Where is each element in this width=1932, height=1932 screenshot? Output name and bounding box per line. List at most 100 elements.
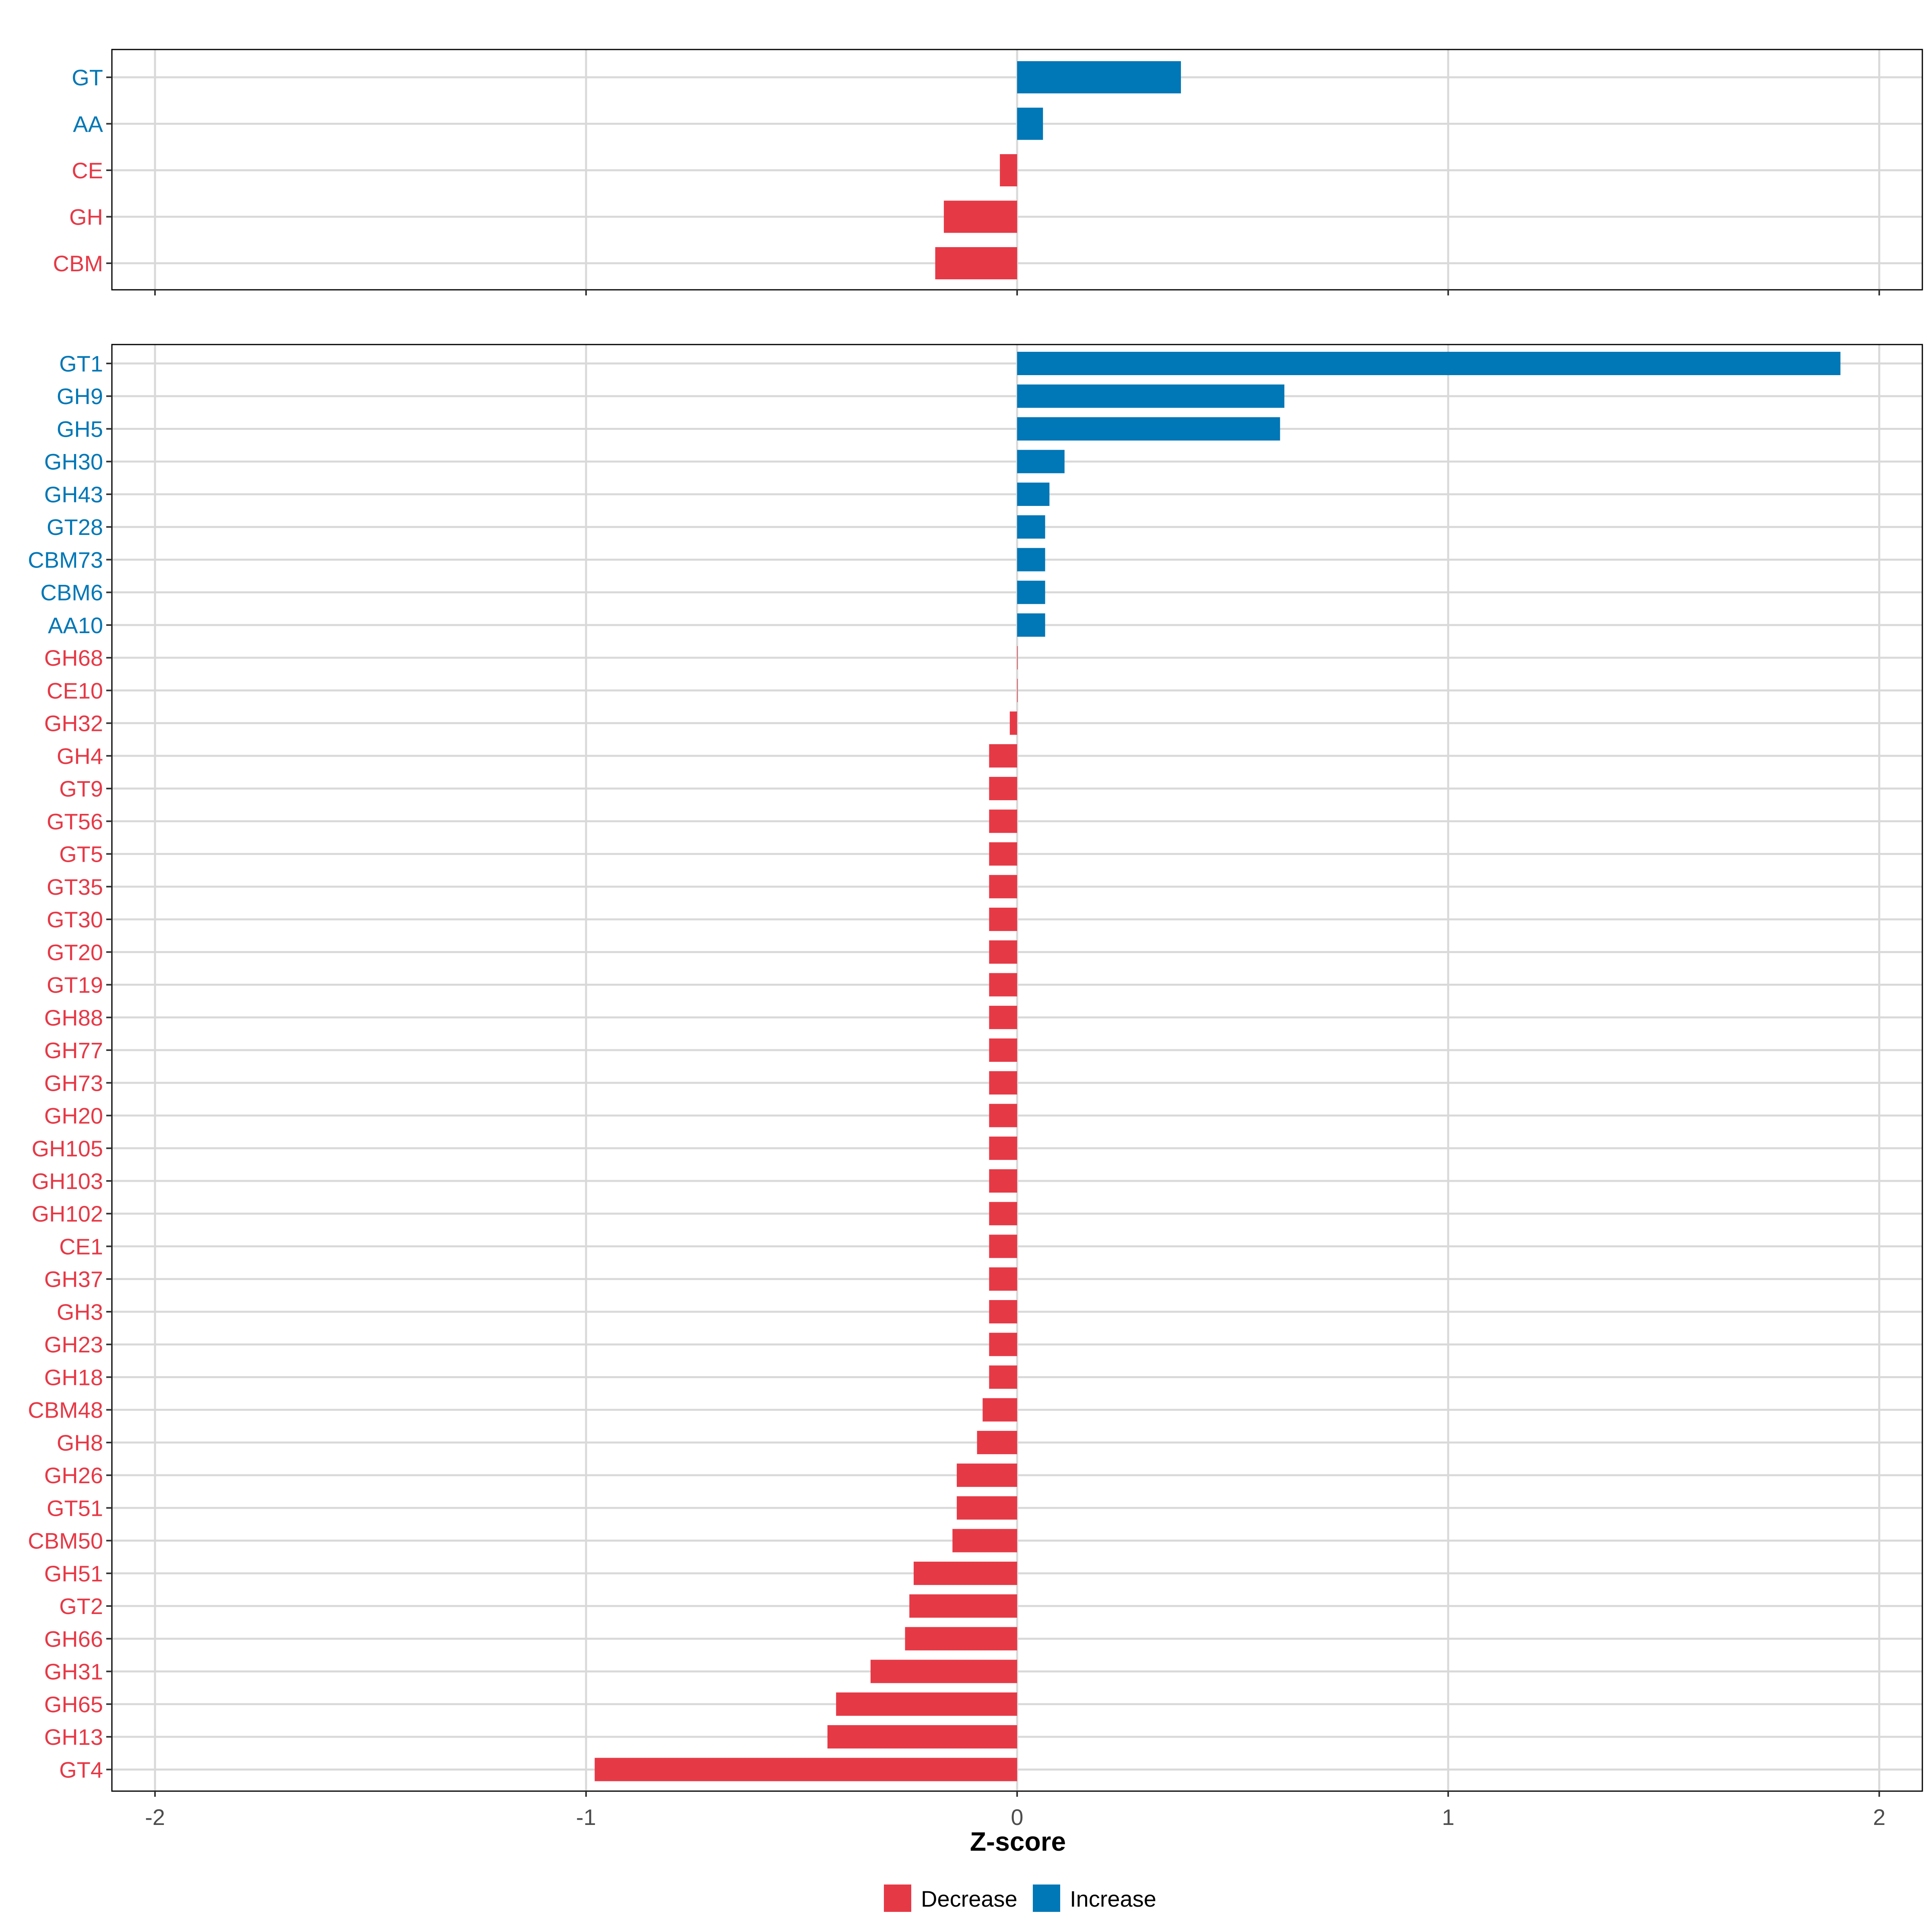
category-label-gh32: GH32 — [44, 711, 103, 736]
category-label-gh88: GH88 — [44, 1005, 103, 1030]
bar-cbm — [935, 247, 1017, 279]
bar-gh66 — [905, 1627, 1017, 1651]
bar-gt4 — [594, 1758, 1017, 1781]
legend-label-decrease: Decrease — [921, 1886, 1018, 1911]
bar-gt2 — [909, 1594, 1017, 1618]
bar-gh9 — [1017, 384, 1284, 408]
bar-gh13 — [827, 1725, 1017, 1749]
legend: Decrease Increase — [884, 1885, 1156, 1912]
bar-gh32 — [1009, 711, 1017, 735]
category-label-aa: AA — [73, 111, 103, 137]
category-label-cbm73: CBM73 — [28, 547, 103, 572]
bar-gh37 — [989, 1267, 1017, 1291]
category-label-gt51: GT51 — [47, 1495, 103, 1521]
category-label-gh8: GH8 — [57, 1430, 103, 1455]
bar-gt1 — [1017, 352, 1841, 375]
bar-gh73 — [989, 1071, 1017, 1095]
bar-cbm73 — [1017, 548, 1045, 572]
category-label-gh73: GH73 — [44, 1070, 103, 1096]
bar-gh68 — [1017, 646, 1018, 670]
category-label-gt20: GT20 — [47, 939, 103, 965]
category-label-ce1: CE1 — [59, 1234, 103, 1259]
top-panel-ticks — [106, 76, 1880, 295]
legend-label-increase: Increase — [1070, 1886, 1156, 1911]
bar-gh8 — [977, 1430, 1017, 1454]
category-label-gh23: GH23 — [44, 1332, 103, 1357]
category-label-gh4: GH4 — [57, 743, 103, 769]
bar-aa10 — [1017, 613, 1045, 637]
bar-gt5 — [989, 842, 1017, 866]
bar-gh18 — [989, 1365, 1017, 1389]
bar-gh — [943, 200, 1017, 233]
bar-gt28 — [1017, 515, 1045, 539]
bar-gt51 — [957, 1496, 1017, 1520]
category-label-aa10: AA10 — [48, 613, 103, 638]
legend-swatch-increase — [1033, 1885, 1060, 1912]
bar-gh5 — [1017, 417, 1280, 441]
category-label-gt1: GT1 — [59, 351, 103, 376]
bar-gt20 — [989, 940, 1017, 964]
x-tick-label: 0 — [1011, 1804, 1023, 1830]
top-panel-category-labels: GT AA CE GH CBM — [53, 65, 103, 276]
category-label-gt28: GT28 — [47, 514, 103, 540]
category-label-gh103: GH103 — [32, 1168, 103, 1194]
category-label-gh66: GH66 — [44, 1626, 103, 1651]
bar-gt9 — [989, 777, 1017, 801]
bottom-panel-bars — [594, 352, 1841, 1781]
category-label-gt56: GT56 — [47, 809, 103, 834]
category-label-gh77: GH77 — [44, 1038, 103, 1063]
bar-cbm6 — [1017, 580, 1045, 604]
bottom-panel-category-labels: GT1 GH9 GH5 GH30 GH43 GT28 CBM73 CBM6 AA10 GH68 CE… — [28, 351, 103, 1782]
bar-gh105 — [989, 1136, 1017, 1160]
category-label-gh31: GH31 — [44, 1659, 103, 1684]
bar-cbm50 — [952, 1529, 1017, 1552]
bar-ce1 — [989, 1234, 1017, 1258]
bar-gh26 — [957, 1463, 1017, 1487]
category-label-gt35: GT35 — [47, 874, 103, 900]
x-axis-tick-labels: -2 -1 0 1 2 — [145, 1804, 1885, 1830]
bar-gh3 — [989, 1300, 1017, 1323]
category-label-gt5: GT5 — [59, 842, 103, 867]
category-label-gt2: GT2 — [59, 1593, 103, 1619]
category-label-gh43: GH43 — [44, 482, 103, 507]
x-axis-title: Z-score — [970, 1827, 1066, 1856]
x-tick-label: 2 — [1873, 1804, 1885, 1830]
bar-gh65 — [836, 1692, 1017, 1716]
bar-cbm48 — [983, 1398, 1017, 1422]
category-label-gh30: GH30 — [44, 449, 103, 475]
category-label-gh5: GH5 — [57, 416, 103, 442]
category-label-gt19: GT19 — [47, 972, 103, 998]
bar-gh51 — [913, 1561, 1017, 1585]
x-tick-label: -1 — [576, 1804, 596, 1830]
category-label-gh37: GH37 — [44, 1267, 103, 1292]
category-label-cbm50: CBM50 — [28, 1528, 103, 1554]
top-panel: GT AA CE GH CBM — [53, 49, 1923, 295]
bottom-panel-ticks — [106, 363, 1880, 1797]
bar-gh103 — [989, 1169, 1017, 1193]
category-label-gh13: GH13 — [44, 1724, 103, 1750]
category-label-ce10: CE10 — [47, 678, 103, 703]
category-label-gt: GT — [72, 65, 103, 90]
bar-gt56 — [989, 809, 1017, 833]
bar-gh23 — [989, 1333, 1017, 1356]
top-panel-bars — [935, 61, 1181, 279]
category-label-gh9: GH9 — [57, 384, 103, 409]
category-label-gh20: GH20 — [44, 1103, 103, 1129]
category-label-gh18: GH18 — [44, 1364, 103, 1390]
category-label-gh65: GH65 — [44, 1692, 103, 1717]
category-label-gt4: GT4 — [59, 1757, 103, 1782]
bar-gh43 — [1017, 482, 1050, 506]
category-label-gh: GH — [69, 204, 103, 230]
bar-gt30 — [989, 908, 1017, 931]
x-tick-label: -2 — [145, 1804, 165, 1830]
bar-gt35 — [989, 875, 1017, 898]
category-label-cbm6: CBM6 — [40, 580, 103, 605]
category-label-gt9: GT9 — [59, 776, 103, 801]
bar-gh77 — [989, 1038, 1017, 1062]
bar-gh30 — [1017, 450, 1065, 473]
category-label-gh102: GH102 — [32, 1201, 103, 1226]
bar-ce10 — [1017, 679, 1018, 702]
category-label-gh105: GH105 — [32, 1136, 103, 1161]
category-label-gh68: GH68 — [44, 645, 103, 671]
